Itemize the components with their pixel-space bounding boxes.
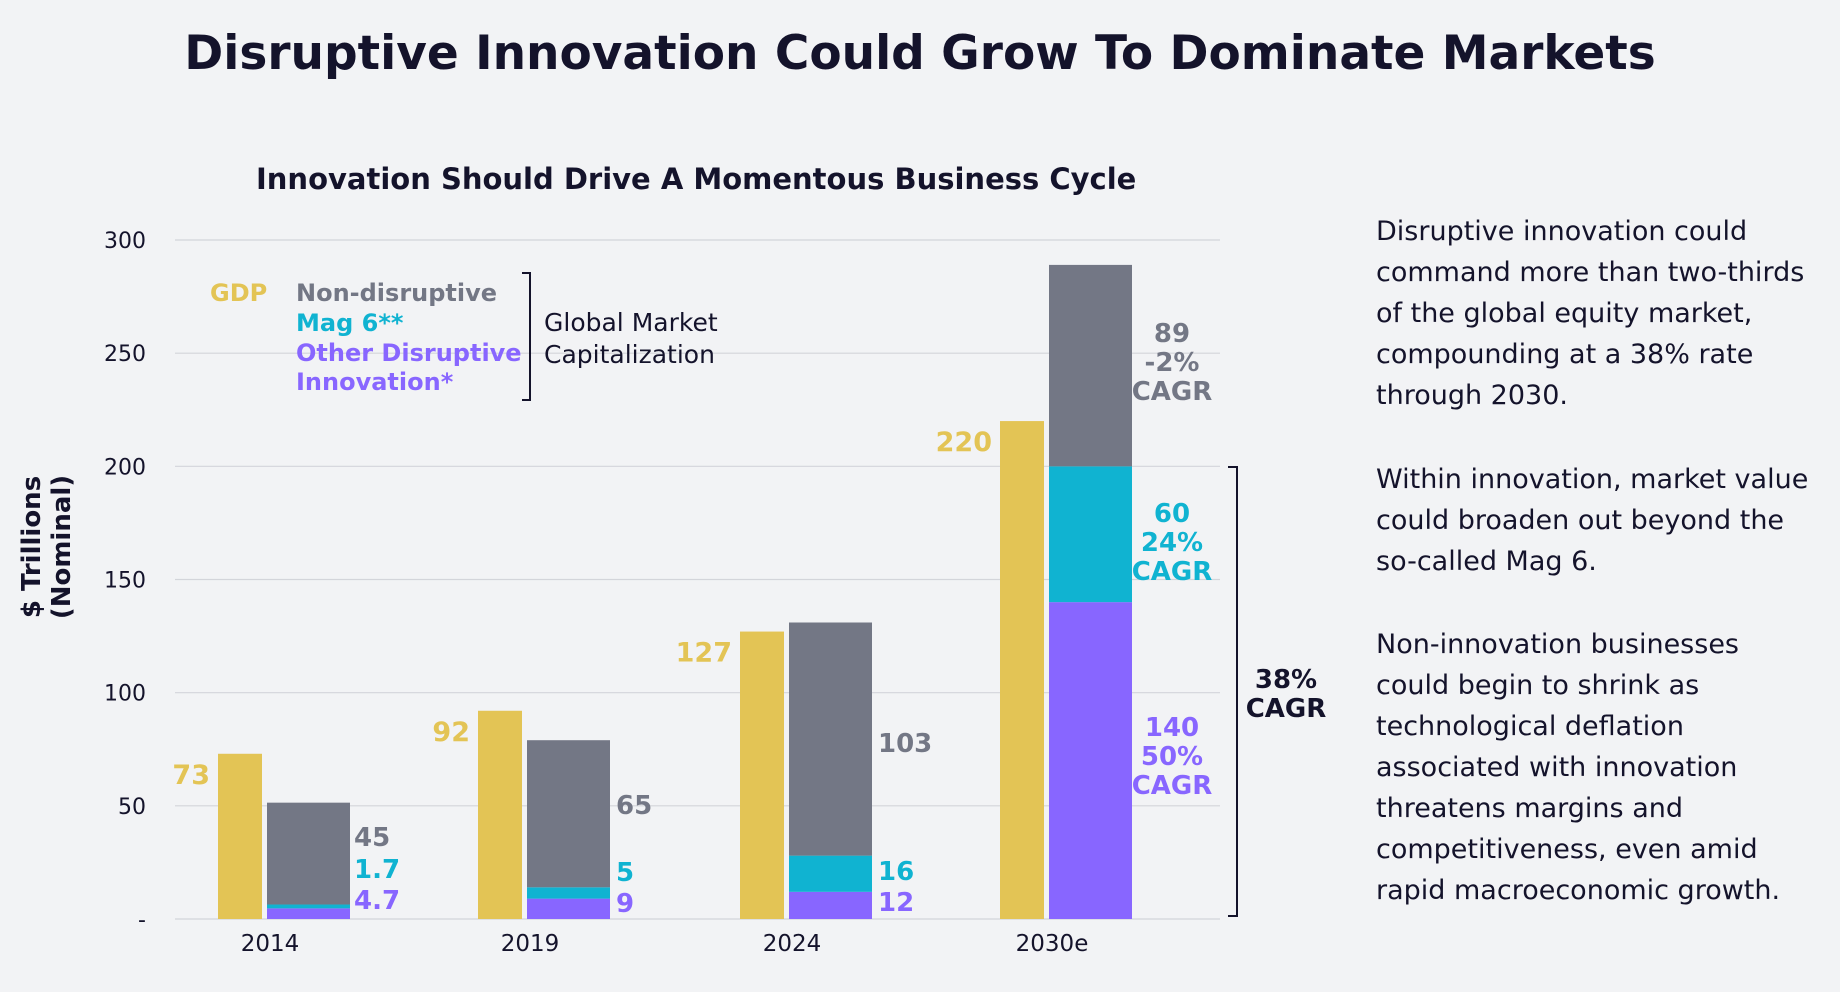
side-text-line: of the global equity market, bbox=[1376, 298, 1753, 329]
side-text-line: could begin to shrink as bbox=[1376, 670, 1700, 701]
gdp-data-label: 92 bbox=[432, 717, 470, 748]
segment-data-label: CAGR bbox=[1132, 771, 1213, 801]
legend-group-label: Global Market bbox=[544, 308, 718, 337]
segment-data-label: 1.7 bbox=[354, 855, 400, 885]
side-text-line: rapid macroeconomic growth. bbox=[1376, 875, 1781, 906]
side-text-line: through 2030. bbox=[1376, 380, 1568, 411]
cagr-bracket-label: CAGR bbox=[1246, 694, 1327, 724]
cagr-bracket bbox=[1228, 466, 1238, 917]
segment-data-label: -2% bbox=[1145, 348, 1200, 378]
y-tick-label: 100 bbox=[104, 682, 146, 707]
segment-data-label: 4.7 bbox=[354, 886, 400, 916]
side-text-line: threatens margins and bbox=[1376, 793, 1683, 824]
market-cap-segment bbox=[1049, 466, 1132, 603]
side-text-line: Non-innovation businesses bbox=[1376, 629, 1739, 660]
side-text-line: compounding at a 38% rate bbox=[1376, 339, 1754, 370]
side-text-line: technological deflation bbox=[1376, 711, 1684, 742]
segment-data-label: 45 bbox=[354, 823, 390, 853]
market-cap-segment bbox=[267, 904, 350, 909]
segment-data-label: 50% bbox=[1141, 742, 1203, 772]
market-cap-segment bbox=[789, 622, 872, 856]
cagr-bracket-label: 38% bbox=[1255, 665, 1317, 695]
side-text-line: could broaden out beyond the bbox=[1376, 505, 1785, 536]
side-text-line: Disruptive innovation could bbox=[1376, 216, 1748, 247]
market-cap-segment bbox=[789, 855, 872, 892]
segment-data-label: 9 bbox=[616, 889, 634, 919]
side-paragraph-3: Non-innovation businesses could begin to … bbox=[1376, 624, 1816, 911]
segment-data-label: 103 bbox=[878, 729, 932, 759]
x-tick-label: 2030e bbox=[1016, 931, 1089, 957]
legend-mag6: Mag 6** bbox=[296, 309, 404, 337]
x-tick-label: 2014 bbox=[241, 931, 300, 957]
segment-data-label: CAGR bbox=[1132, 557, 1213, 587]
gdp-bar bbox=[740, 631, 784, 919]
y-tick-label: 250 bbox=[104, 342, 146, 367]
legend-other-disruptive: Other Disruptive bbox=[296, 339, 522, 367]
market-cap-segment bbox=[789, 891, 872, 919]
market-cap-segment bbox=[1049, 602, 1132, 919]
market-cap-segment bbox=[267, 908, 350, 919]
y-axis-label-line-2: (Nominal) bbox=[47, 475, 77, 619]
y-tick-label: 300 bbox=[104, 229, 146, 254]
legend-bracket bbox=[522, 272, 531, 401]
bar-chart: - 50 100 150 200 250 300 $ Trillions (Nominal) 73… bbox=[17, 229, 1327, 957]
chart-title: Innovation Should Drive A Momentous Busi… bbox=[256, 162, 1137, 196]
market-cap-segment bbox=[267, 802, 350, 905]
segment-data-label: 12 bbox=[878, 888, 914, 918]
segment-data-label: 5 bbox=[616, 858, 634, 888]
segment-data-label: 89 bbox=[1154, 319, 1190, 349]
gdp-data-label: 73 bbox=[172, 760, 210, 791]
market-cap-segment bbox=[527, 887, 610, 899]
side-text-line: so-called Mag 6. bbox=[1376, 546, 1597, 577]
legend-group-label: Capitalization bbox=[544, 340, 715, 369]
segment-data-label: 65 bbox=[616, 791, 652, 821]
side-paragraph-2: Within innovation, market value could bro… bbox=[1376, 459, 1816, 582]
segment-data-label: 140 bbox=[1145, 713, 1199, 743]
y-tick-label: 200 bbox=[104, 455, 146, 480]
y-tick-label: - bbox=[138, 908, 146, 933]
side-text-line: command more than two-thirds bbox=[1376, 257, 1805, 288]
gdp-data-label: 127 bbox=[676, 638, 732, 669]
legend-other-disruptive: Innovation* bbox=[296, 368, 454, 396]
y-tick-label: 150 bbox=[104, 569, 146, 594]
y-tick-label: 50 bbox=[118, 795, 146, 820]
y-axis-label-line-1: $ Trillions bbox=[17, 476, 47, 618]
segment-data-label: 24% bbox=[1141, 528, 1203, 558]
segment-data-label: CAGR bbox=[1132, 377, 1213, 407]
side-text-line: Within innovation, market value bbox=[1376, 464, 1809, 495]
side-paragraph-1: Disruptive innovation could command more … bbox=[1376, 211, 1816, 416]
x-tick-label: 2024 bbox=[763, 931, 822, 957]
market-cap-segment bbox=[527, 898, 610, 919]
page-title: Disruptive Innovation Could Grow To Domi… bbox=[184, 26, 1656, 81]
side-text-line: competitiveness, even amid bbox=[1376, 834, 1758, 865]
market-cap-segment bbox=[1049, 264, 1132, 467]
legend-gdp: GDP bbox=[210, 279, 267, 307]
market-cap-segment bbox=[527, 740, 610, 888]
x-tick-label: 2019 bbox=[501, 931, 560, 957]
segment-data-label: 60 bbox=[1154, 499, 1190, 529]
gdp-bar bbox=[1000, 421, 1044, 919]
side-text-line: associated with innovation bbox=[1376, 752, 1738, 783]
legend-non-disruptive: Non-disruptive bbox=[296, 279, 497, 307]
gdp-bar bbox=[478, 710, 522, 919]
segment-data-label: 16 bbox=[878, 857, 914, 887]
gdp-data-label: 220 bbox=[936, 427, 992, 458]
gdp-bar bbox=[218, 753, 262, 919]
